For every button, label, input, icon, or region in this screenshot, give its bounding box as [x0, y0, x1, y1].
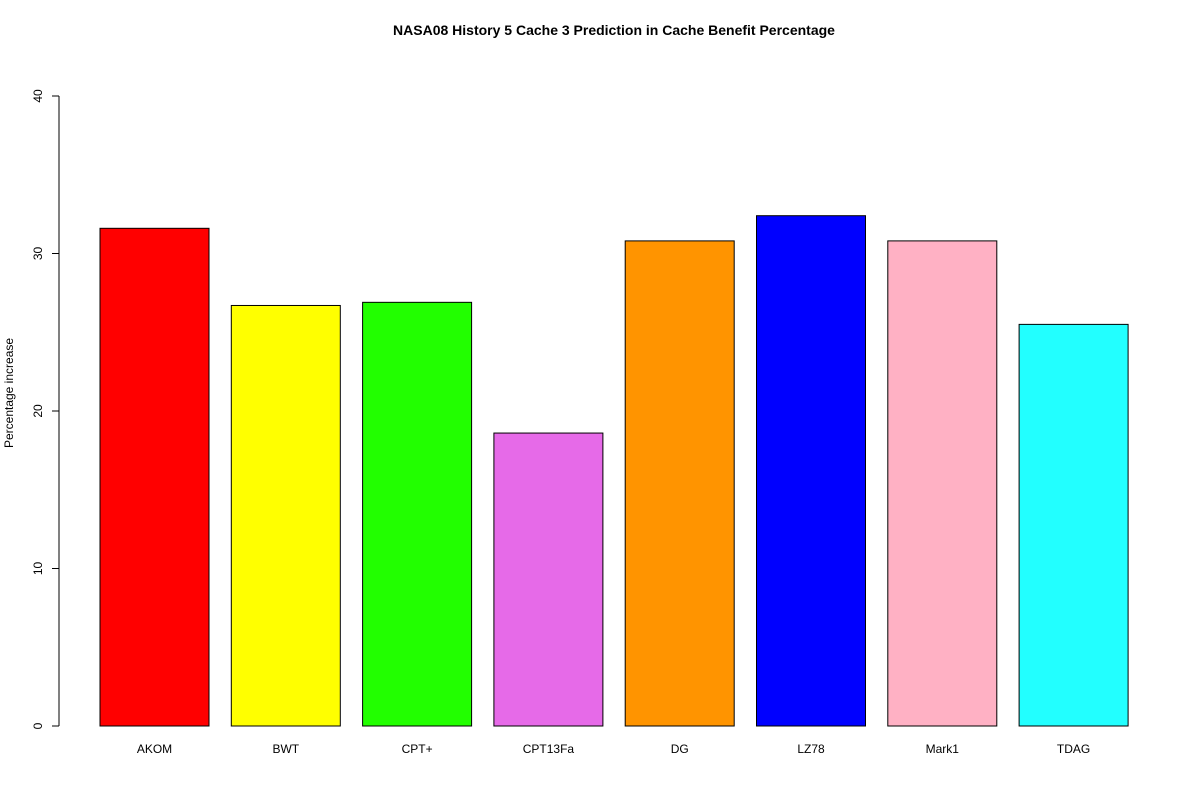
x-tick-label: LZ78 [797, 742, 825, 756]
bar-cpt- [362, 301, 473, 727]
bar-cpt13fa [493, 432, 604, 727]
y-tick-label: 10 [31, 562, 45, 576]
x-tick-label: AKOM [137, 742, 172, 756]
bar-dg [624, 240, 735, 727]
bars-group [99, 215, 1129, 727]
x-tick-label: CPT13Fa [523, 742, 575, 756]
chart-title: NASA08 History 5 Cache 3 Prediction in C… [393, 22, 835, 38]
x-tick-label: TDAG [1057, 742, 1090, 756]
bar-lz78 [756, 215, 866, 727]
y-tick-label: 0 [31, 722, 45, 729]
bar-akom [99, 227, 210, 727]
bar-mark1 [887, 240, 998, 727]
y-tick-label: 40 [31, 89, 45, 103]
x-axis-labels: AKOM BWT CPT+ CPT13Fa DG LZ78 Mark1 TDAG [137, 742, 1090, 756]
x-tick-label: CPT+ [402, 742, 433, 756]
y-tick-label: 20 [31, 404, 45, 418]
y-axis: 0 10 20 30 40 [31, 89, 60, 729]
bar-bwt [230, 304, 341, 727]
bar-tdag [1018, 323, 1129, 727]
x-tick-label: DG [671, 742, 689, 756]
x-tick-label: BWT [272, 742, 299, 756]
x-tick-label: Mark1 [926, 742, 960, 756]
y-axis-label: Percentage increase [2, 338, 16, 448]
y-tick-label: 30 [31, 247, 45, 261]
